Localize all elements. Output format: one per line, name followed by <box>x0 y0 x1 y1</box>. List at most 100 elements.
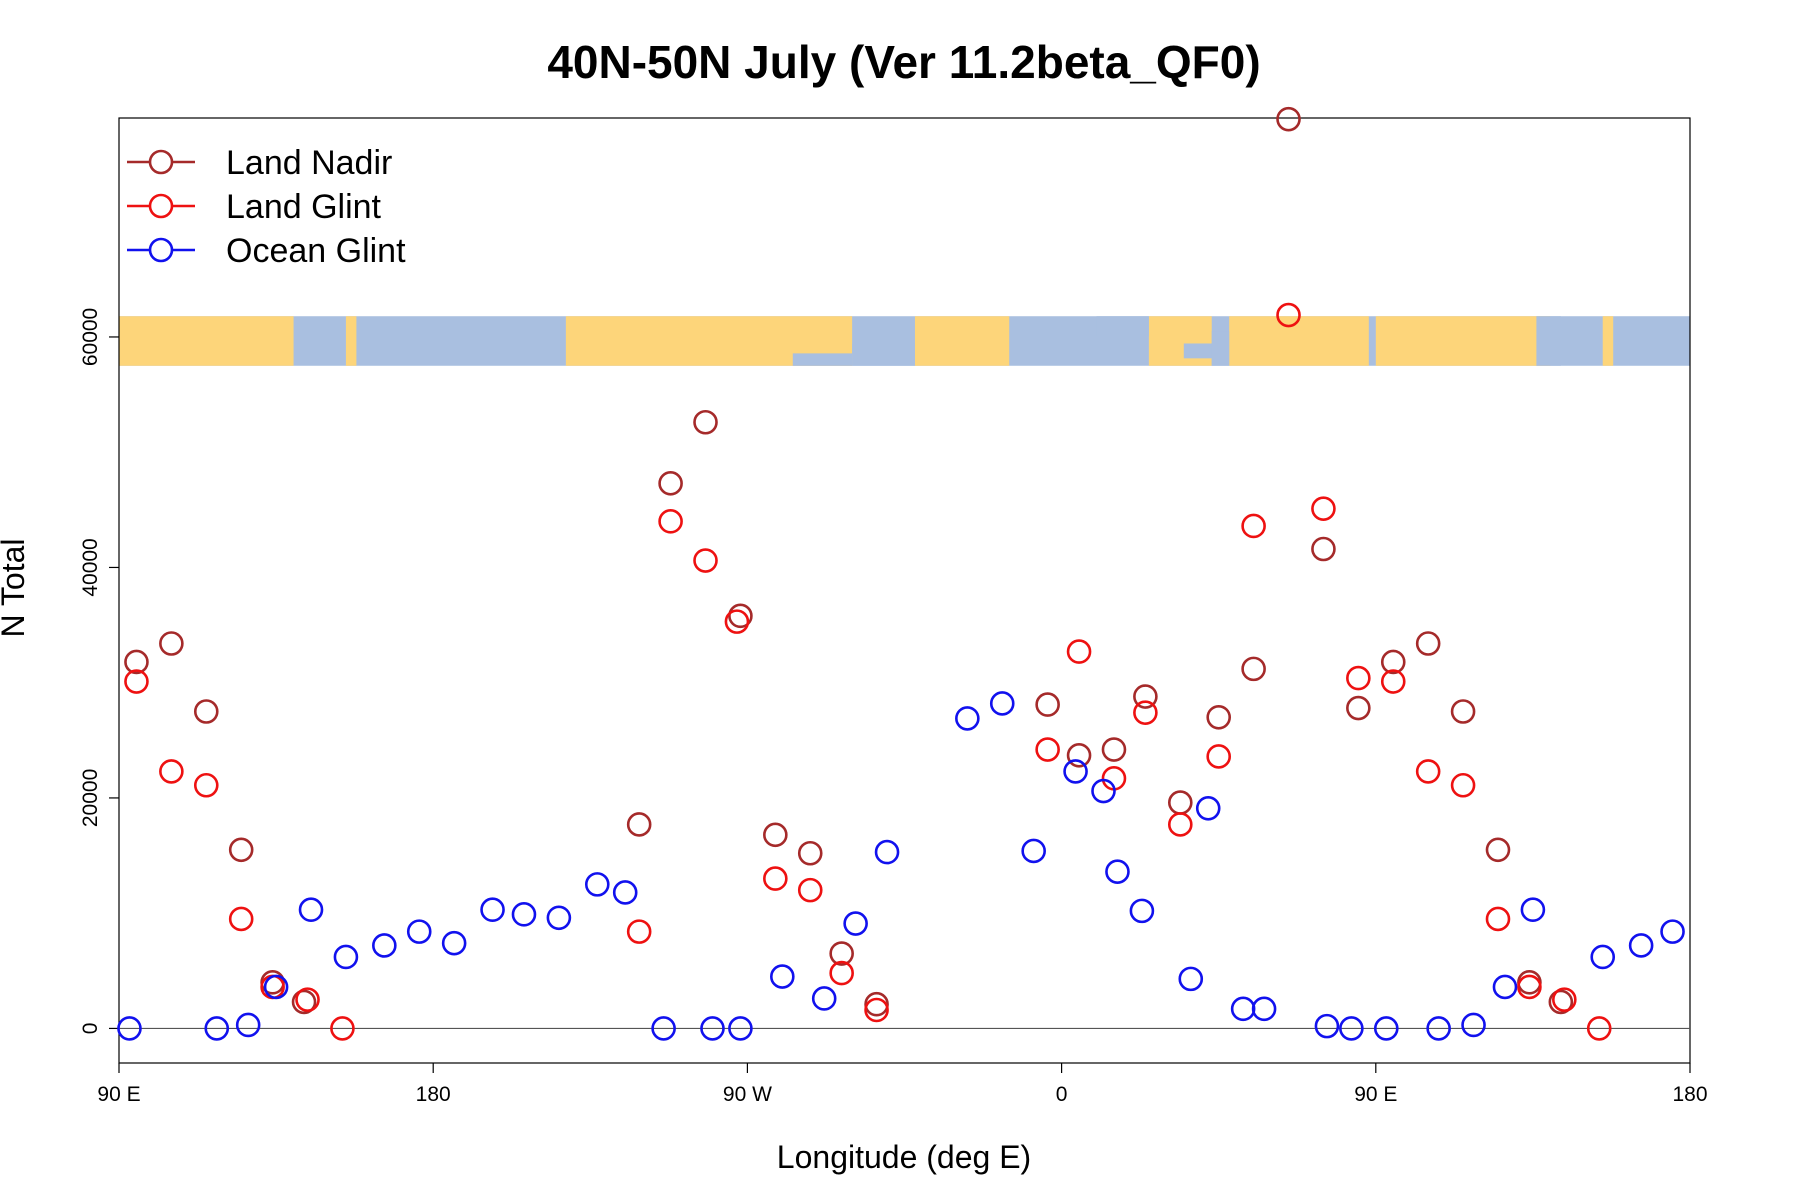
y-tick-label: 40000 <box>79 538 102 596</box>
data-point <box>1021 838 1046 864</box>
data-point <box>843 911 868 936</box>
data-point <box>658 471 683 496</box>
data-point <box>1450 772 1476 798</box>
data-point <box>1311 496 1336 521</box>
legend-label: Land Glint <box>226 188 382 226</box>
data-point <box>811 986 837 1011</box>
data-point <box>1035 692 1060 717</box>
data-point <box>728 1016 753 1041</box>
map-sea-region <box>852 343 915 366</box>
map-sea-region <box>1211 331 1230 366</box>
data-point <box>1066 742 1092 768</box>
x-axis-label: Longitude (deg E) <box>777 1139 1031 1175</box>
data-point <box>770 964 795 989</box>
data-point <box>797 877 823 903</box>
data-point <box>626 919 652 944</box>
data-point <box>626 812 652 837</box>
data-point <box>333 944 359 970</box>
legend-marker <box>148 149 174 175</box>
data-point <box>955 706 980 731</box>
data-point <box>228 837 254 863</box>
data-point <box>228 906 254 932</box>
data-point <box>124 649 149 675</box>
data-point <box>1195 796 1221 821</box>
data-point <box>864 991 889 1017</box>
y-tick-label: 60000 <box>79 308 102 366</box>
data-point <box>1276 106 1301 132</box>
data-point <box>1066 639 1092 664</box>
y-tick-label: 0 <box>79 1023 102 1035</box>
series-land-glint <box>124 302 1612 1041</box>
data-point <box>1178 966 1204 992</box>
data-point <box>1339 1016 1364 1041</box>
data-point <box>1415 631 1441 656</box>
data-point <box>989 691 1015 716</box>
data-point <box>1485 837 1511 863</box>
map-land-region <box>1602 316 1614 366</box>
map-land-region <box>914 316 1010 366</box>
data-point <box>204 1016 230 1041</box>
data-point <box>693 548 718 573</box>
data-point <box>829 960 854 986</box>
x-tick-label: 90 E <box>97 1083 140 1106</box>
data-point <box>406 919 432 944</box>
data-point <box>1346 695 1371 721</box>
legend-label: Ocean Glint <box>226 232 406 270</box>
legend: Land Nadir Land Glint Ocean Glint <box>127 144 406 270</box>
data-point <box>1276 302 1301 328</box>
plot-frame <box>118 117 1691 1064</box>
data-point <box>1426 1016 1451 1041</box>
data-point <box>864 997 889 1023</box>
map-land-region <box>1375 316 1551 366</box>
data-point <box>1133 684 1158 709</box>
data-point <box>1101 737 1127 762</box>
data-point <box>1415 759 1441 784</box>
map-land-region <box>345 316 357 366</box>
data-point <box>117 1016 142 1041</box>
chart-title: 40N-50N July (Ver 11.2beta_QF0) <box>547 36 1260 88</box>
y-tick-label: 20000 <box>79 769 102 827</box>
x-tick-label: 0 <box>1056 1083 1068 1106</box>
data-point <box>874 839 900 865</box>
data-point <box>511 902 537 927</box>
data-point <box>1517 974 1542 1000</box>
x-tick-label: 180 <box>416 1083 451 1106</box>
data-point <box>1548 989 1574 1015</box>
y-axis: 0 20000 40000 60000 <box>79 308 119 1035</box>
data-point <box>1461 1012 1486 1038</box>
data-point <box>1241 513 1266 539</box>
series-land-nadir <box>124 106 1574 1017</box>
data-point <box>372 933 397 958</box>
data-point <box>1167 812 1193 837</box>
data-point <box>1133 700 1158 725</box>
data-point <box>235 1012 261 1038</box>
data-point <box>728 603 753 629</box>
data-point <box>546 905 572 931</box>
data-point <box>658 509 683 534</box>
data-point <box>159 759 184 784</box>
map-sea-region <box>1183 343 1219 359</box>
data-points <box>117 106 1685 1041</box>
data-point <box>1380 669 1406 694</box>
data-point <box>1485 906 1511 932</box>
data-point <box>1091 778 1116 804</box>
data-point <box>693 409 718 435</box>
data-point <box>763 866 788 891</box>
data-point <box>1552 987 1577 1012</box>
data-point <box>1105 859 1130 884</box>
data-point <box>1063 759 1088 784</box>
map-land-region <box>1229 316 1369 366</box>
data-point <box>1241 656 1266 682</box>
data-point <box>1628 933 1654 958</box>
data-point <box>295 987 320 1012</box>
data-point <box>1660 919 1685 944</box>
data-point <box>1520 897 1546 923</box>
data-point <box>263 974 289 1000</box>
data-point <box>1492 974 1518 1000</box>
data-point <box>1450 699 1476 724</box>
data-point <box>1346 665 1371 691</box>
legend-label: Land Nadir <box>226 144 392 182</box>
x-tick-label: 90 E <box>1354 1083 1397 1106</box>
